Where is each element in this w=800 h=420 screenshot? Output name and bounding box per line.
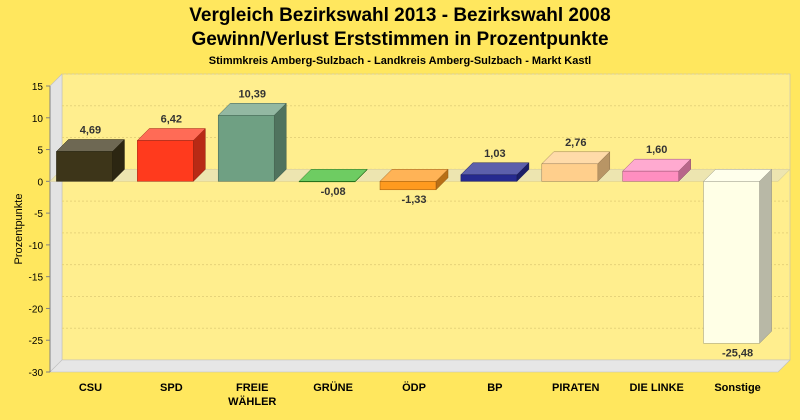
y-axis-title: Prozentpunkte — [13, 194, 25, 265]
y-tick-label: -20 — [29, 304, 44, 315]
bar — [56, 151, 113, 182]
y-tick-label: 10 — [32, 114, 44, 125]
bar-value-label: 10,39 — [238, 88, 266, 100]
x-tick-label: BP — [487, 382, 502, 394]
bar-value-label: -1,33 — [401, 194, 426, 206]
chart-subtitle: Stimmkreis Amberg-Sulzbach - Landkreis A… — [208, 55, 592, 67]
x-tick-label: ÖDP — [402, 381, 426, 394]
x-tick-label: GRÜNE — [313, 381, 353, 394]
bar-side — [273, 102, 287, 182]
bar-top — [217, 103, 287, 116]
bar — [703, 181, 760, 344]
y-tick-label: -5 — [34, 209, 43, 220]
bar-value-label: 1,60 — [646, 144, 667, 156]
bar-side — [759, 168, 772, 344]
x-tick-label: SPD — [160, 382, 183, 394]
bar-value-label: 6,42 — [161, 114, 182, 126]
bar-top — [702, 169, 773, 182]
bar-top — [622, 158, 692, 172]
x-tick-label: FREIE — [236, 382, 268, 394]
bar-top — [55, 139, 126, 152]
plot-back-wall — [61, 73, 791, 361]
bar — [217, 115, 275, 182]
y-tick-label: -30 — [29, 368, 44, 379]
bar-top — [460, 162, 530, 176]
bar-value-label: 4,69 — [80, 125, 101, 137]
bar-top — [136, 128, 206, 141]
chart-title-line-1: Vergleich Bezirkswahl 2013 - Bezirkswahl… — [189, 5, 611, 26]
x-tick-label: WÄHLER — [228, 395, 276, 408]
bar-value-label: 1,03 — [484, 148, 505, 160]
y-tick-label: 0 — [37, 177, 43, 188]
y-tick-label: -10 — [29, 241, 44, 252]
x-tick-label: CSU — [79, 382, 102, 394]
x-tick-label: Sonstige — [714, 382, 760, 394]
bar-top — [379, 169, 449, 182]
chart-title-line-2: Gewinn/Verlust Erststimmen in Prozentpun… — [191, 29, 609, 50]
bar-value-label: -0,08 — [321, 186, 346, 198]
bar-value-label: 2,76 — [565, 137, 586, 149]
bar — [137, 140, 194, 182]
chart-titles: Vergleich Bezirkswahl 2013 - Bezirkswahl… — [0, 4, 800, 69]
y-tick-label: 5 — [37, 146, 43, 157]
plot-floor — [49, 359, 791, 373]
bar-value-label: -25,48 — [722, 347, 753, 359]
bar — [379, 181, 437, 191]
y-tick-label: -15 — [29, 273, 44, 284]
bar — [622, 170, 679, 182]
bar — [541, 163, 599, 182]
plot-side-wall — [49, 73, 63, 373]
y-tick-label: -25 — [29, 336, 44, 347]
x-tick-label: PIRATEN — [552, 382, 600, 394]
bar — [298, 181, 356, 183]
y-tick-label: 15 — [32, 82, 44, 93]
bar — [460, 174, 518, 182]
bar-top — [298, 169, 368, 182]
bar-top — [541, 151, 611, 165]
x-tick-label: DIE LINKE — [629, 382, 683, 394]
